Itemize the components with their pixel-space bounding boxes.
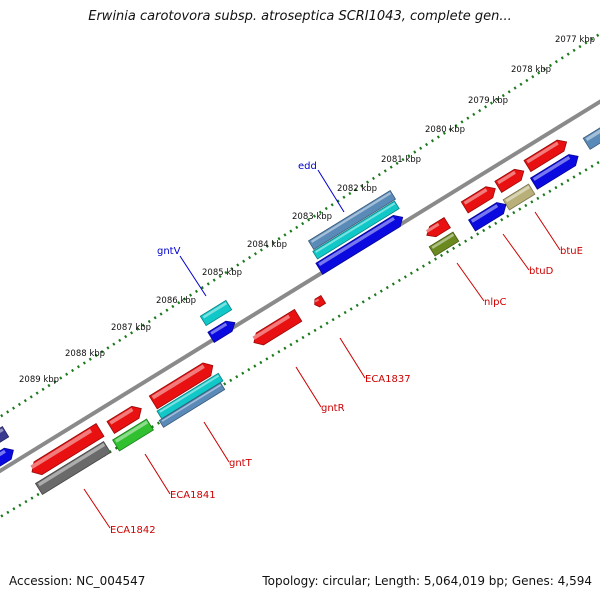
gene-block xyxy=(34,440,112,496)
kbp-tick-label: 2081 kbp xyxy=(381,155,421,165)
gene-block-highlight xyxy=(526,141,559,164)
gene-block-highlight xyxy=(114,420,149,443)
gene-label-eca1842: ECA1842 xyxy=(110,525,156,536)
kbp-tick-label: 2082 kbp xyxy=(337,184,377,194)
kbp-tick-label: 2078 kbp xyxy=(511,65,551,75)
kbp-tick-label: 2086 kbp xyxy=(156,296,196,306)
kbp-tick-label: 2085 kbp xyxy=(202,268,242,278)
genome-summary: Topology: circular; Length: 5,064,019 bp… xyxy=(262,574,592,588)
kbp-tick-label: 2089 kbp xyxy=(19,375,59,385)
gene-block xyxy=(529,154,579,190)
leader-line-eca1841 xyxy=(144,453,171,495)
gene-block xyxy=(31,423,105,476)
gene-block xyxy=(494,168,525,193)
leader-line-nlpc xyxy=(456,262,485,302)
gene-block-highlight xyxy=(37,443,106,487)
accession-label: Accession: NC_004547 xyxy=(9,574,146,588)
gene-block-highlight xyxy=(315,202,396,253)
gene-block-highlight xyxy=(585,129,600,142)
gene-block-highlight xyxy=(426,222,440,233)
gene-block xyxy=(156,372,224,420)
map-title: Erwinia carotovora subsp. atroseptica SC… xyxy=(88,9,512,24)
gene-block xyxy=(253,308,303,346)
leader-line-eca1842 xyxy=(83,488,111,529)
gene-block xyxy=(426,217,451,238)
gene-label-gntt: gntT xyxy=(229,458,253,469)
gene-block xyxy=(307,189,397,251)
leader-line-btue xyxy=(534,211,561,251)
gene-label-eca1841: ECA1841 xyxy=(170,490,216,501)
kbp-tick-label: 2080 kbp xyxy=(425,125,465,135)
gene-block-highlight xyxy=(0,449,6,457)
gene-block xyxy=(468,202,507,232)
gene-block-highlight xyxy=(151,364,205,400)
gene-label-btue: btuE xyxy=(560,246,583,257)
gene-block xyxy=(158,382,226,428)
gene-block-highlight xyxy=(30,428,93,469)
gene-block-highlight xyxy=(314,298,320,303)
kbp-tick-label: 2087 kbp xyxy=(111,323,151,333)
gene-blocks xyxy=(0,127,600,496)
gene-block-highlight xyxy=(318,217,395,266)
chromosome-backbone xyxy=(0,99,600,474)
gene-block-highlight xyxy=(202,302,227,319)
gene-block xyxy=(112,418,154,452)
gene-block xyxy=(207,320,236,344)
gene-block xyxy=(314,294,327,308)
gene-block xyxy=(502,183,536,211)
gene-block-highlight xyxy=(0,428,4,433)
gene-label-eca1837: ECA1837 xyxy=(365,374,411,385)
leader-line-btud xyxy=(502,233,530,271)
gene-block-highlight xyxy=(109,407,134,425)
kbp-tick-labels: 2077 kbp 2078 kbp 2079 kbp 2080 kbp 2081 kbp… xyxy=(19,35,595,385)
kbp-tick-label: 2083 kbp xyxy=(292,212,332,222)
gene-block-highlight xyxy=(161,384,222,422)
gene-block xyxy=(460,186,496,214)
outer-tick-ring xyxy=(0,32,600,419)
gene-label-gntv: gntV xyxy=(157,246,181,257)
gene-block xyxy=(428,231,460,257)
leader-line-gntv xyxy=(179,255,207,297)
kbp-tick-label: 2088 kbp xyxy=(65,349,105,359)
leader-line-gntr xyxy=(295,366,322,408)
gene-block-highlight xyxy=(463,188,488,205)
gene-label-nlpc: nlpC xyxy=(484,297,506,308)
gene-label-gntr: gntR xyxy=(321,403,345,414)
gene-block-highlight xyxy=(159,374,220,413)
gene-block xyxy=(315,214,404,275)
gene-block-highlight xyxy=(252,314,291,340)
gene-block xyxy=(199,299,233,327)
kbp-tick-label: 2079 kbp xyxy=(468,96,508,106)
leader-line-gntt xyxy=(203,421,230,463)
leader-line-edd xyxy=(317,169,345,213)
leader-line-eca1837 xyxy=(339,337,366,379)
gene-leader-lines xyxy=(83,169,561,529)
gene-block-highlight xyxy=(431,233,455,249)
gene-block-highlight xyxy=(310,192,392,243)
gene-block xyxy=(106,405,142,434)
gene-block-highlight xyxy=(532,156,571,181)
gene-block-highlight xyxy=(210,322,228,335)
gene-block-highlight xyxy=(470,204,499,223)
gene-block-highlight xyxy=(497,170,516,185)
gene-block-highlight xyxy=(505,185,530,203)
gene-label-edd: edd xyxy=(298,161,317,172)
gene-label-btud: btuD xyxy=(529,266,554,277)
kbp-tick-label: 2077 kbp xyxy=(555,35,595,45)
gene-block xyxy=(312,200,400,260)
gene-labels: edd gntV ECA1837 gntR nlpC btuD btuE gntT ECA184… xyxy=(110,161,583,536)
gene-block xyxy=(148,362,214,410)
kbp-tick-label: 2084 kbp xyxy=(247,240,287,250)
gene-block xyxy=(523,139,568,173)
